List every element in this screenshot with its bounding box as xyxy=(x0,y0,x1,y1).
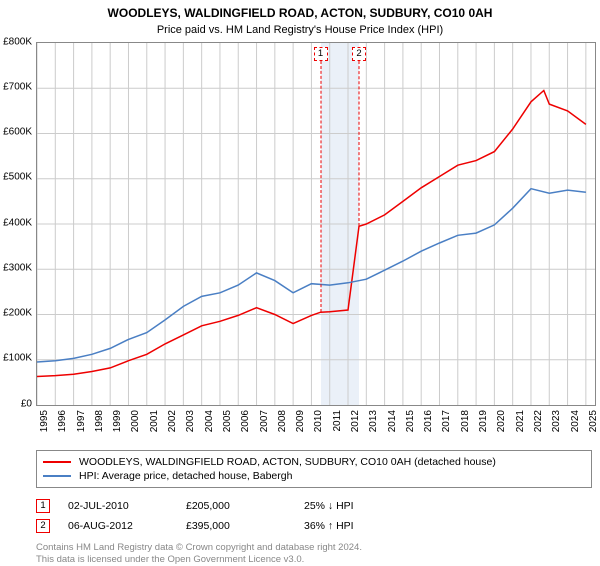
event-row: 2 06-AUG-2012 £395,000 36% ↑ HPI xyxy=(36,516,592,536)
x-tick-label: 2011 xyxy=(332,410,343,432)
x-tick-label: 2025 xyxy=(588,410,599,432)
chart-title: WOODLEYS, WALDINGFIELD ROAD, ACTON, SUDB… xyxy=(0,0,600,22)
x-tick-label: 2012 xyxy=(350,410,361,432)
event-price: £395,000 xyxy=(186,520,286,532)
legend-item: WOODLEYS, WALDINGFIELD ROAD, ACTON, SUDB… xyxy=(43,455,585,469)
chart-subtitle: Price paid vs. HM Land Registry's House … xyxy=(0,22,600,40)
x-axis: 1995 1996 1997 1998 1999 2000 2001 2002 2003 2004… xyxy=(36,408,596,448)
x-tick-label: 2018 xyxy=(460,410,471,432)
legend-label: HPI: Average price, detached house, Babe… xyxy=(79,470,292,482)
event-row: 1 02-JUL-2010 £205,000 25% ↓ HPI xyxy=(36,496,592,516)
chart-event-vline xyxy=(358,61,359,226)
y-tick-label: £100K xyxy=(3,353,32,364)
y-tick-label: £300K xyxy=(3,262,32,273)
chart-plot-wrap: £0£100K£200K£300K£400K£500K£600K£700K£80… xyxy=(36,42,596,406)
event-date: 06-AUG-2012 xyxy=(68,520,168,532)
x-tick-label: 2013 xyxy=(368,410,379,432)
x-tick-label: 2003 xyxy=(185,410,196,432)
footer-text: Contains HM Land Registry data © Crown c… xyxy=(36,542,600,566)
x-tick-label: 2023 xyxy=(551,410,562,432)
y-tick-label: £600K xyxy=(3,127,32,138)
y-tick-label: £0 xyxy=(21,398,32,409)
x-tick-label: 1995 xyxy=(39,410,50,432)
x-tick-label: 2019 xyxy=(478,410,489,432)
legend-item: HPI: Average price, detached house, Babe… xyxy=(43,469,585,483)
event-table: 1 02-JUL-2010 £205,000 25% ↓ HPI 2 06-AUG-201… xyxy=(36,496,592,536)
plot-svg xyxy=(37,43,595,405)
legend-label: WOODLEYS, WALDINGFIELD ROAD, ACTON, SUDB… xyxy=(79,456,496,468)
x-tick-label: 2000 xyxy=(130,410,141,432)
chart-container: WOODLEYS, WALDINGFIELD ROAD, ACTON, SUDB… xyxy=(0,0,600,560)
x-tick-label: 2002 xyxy=(167,410,178,432)
event-delta: 25% ↓ HPI xyxy=(304,500,404,512)
x-tick-label: 2014 xyxy=(387,410,398,432)
legend-swatch xyxy=(43,461,71,463)
x-tick-label: 2005 xyxy=(222,410,233,432)
x-tick-label: 2017 xyxy=(441,410,452,432)
event-date: 02-JUL-2010 xyxy=(68,500,168,512)
x-tick-label: 2001 xyxy=(149,410,160,432)
chart-event-marker: 1 xyxy=(314,47,328,61)
x-tick-label: 2010 xyxy=(313,410,324,432)
event-marker: 2 xyxy=(36,519,50,533)
x-tick-label: 2021 xyxy=(515,410,526,432)
y-axis: £0£100K£200K£300K£400K£500K£600K£700K£80… xyxy=(0,42,34,406)
x-tick-label: 2004 xyxy=(204,410,215,432)
x-tick-label: 1996 xyxy=(57,410,68,432)
x-tick-label: 2020 xyxy=(496,410,507,432)
x-tick-label: 1997 xyxy=(76,410,87,432)
x-tick-label: 2022 xyxy=(533,410,544,432)
event-marker: 1 xyxy=(36,499,50,513)
y-tick-label: £400K xyxy=(3,217,32,228)
x-tick-label: 2007 xyxy=(259,410,270,432)
x-tick-label: 1999 xyxy=(112,410,123,432)
y-tick-label: £500K xyxy=(3,172,32,183)
y-tick-label: £800K xyxy=(3,36,32,47)
plot-area: 12 xyxy=(36,42,596,406)
x-tick-label: 2015 xyxy=(405,410,416,432)
x-tick-label: 2009 xyxy=(295,410,306,432)
legend-swatch xyxy=(43,475,71,477)
x-tick-label: 2006 xyxy=(240,410,251,432)
legend-box: WOODLEYS, WALDINGFIELD ROAD, ACTON, SUDB… xyxy=(36,450,592,488)
x-tick-label: 2016 xyxy=(423,410,434,432)
event-price: £205,000 xyxy=(186,500,286,512)
x-tick-label: 2008 xyxy=(277,410,288,432)
y-tick-label: £700K xyxy=(3,81,32,92)
event-delta: 36% ↑ HPI xyxy=(304,520,404,532)
x-tick-label: 1998 xyxy=(94,410,105,432)
chart-event-vline xyxy=(320,61,321,312)
x-tick-label: 2024 xyxy=(570,410,581,432)
footer-line-1: Contains HM Land Registry data © Crown c… xyxy=(36,542,600,554)
y-tick-label: £200K xyxy=(3,308,32,319)
chart-event-marker: 2 xyxy=(352,47,366,61)
